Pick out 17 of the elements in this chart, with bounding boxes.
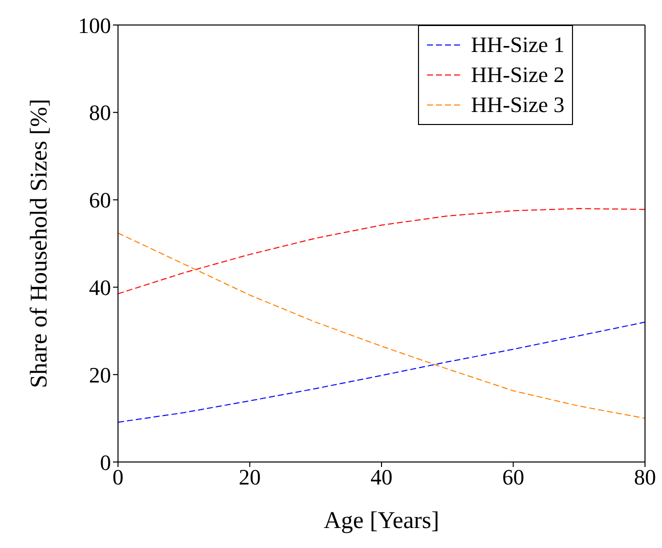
line-series: [118, 208, 645, 294]
line-series: [118, 232, 645, 419]
y-tick-label: 20: [89, 362, 111, 388]
x-tick-label: 20: [238, 464, 261, 490]
x-tick-label: 80: [634, 464, 656, 490]
y-axis-title: Share of Household Sizes [%]: [26, 98, 53, 388]
y-tick-label: 40: [89, 275, 111, 300]
y-tick-label: 100: [78, 12, 111, 38]
x-tick-label: 60: [502, 464, 524, 490]
x-axis-title: Age [Years]: [324, 508, 440, 534]
line-series: [118, 322, 645, 423]
y-tick-label: 80: [89, 100, 111, 126]
legend-label: HH-Size 2: [471, 61, 564, 89]
legend-label: HH-Size 3: [471, 91, 564, 119]
y-tick-label: 60: [89, 188, 111, 213]
legend-label: HH-Size 1: [471, 31, 564, 59]
x-tick-label: 40: [370, 464, 392, 490]
